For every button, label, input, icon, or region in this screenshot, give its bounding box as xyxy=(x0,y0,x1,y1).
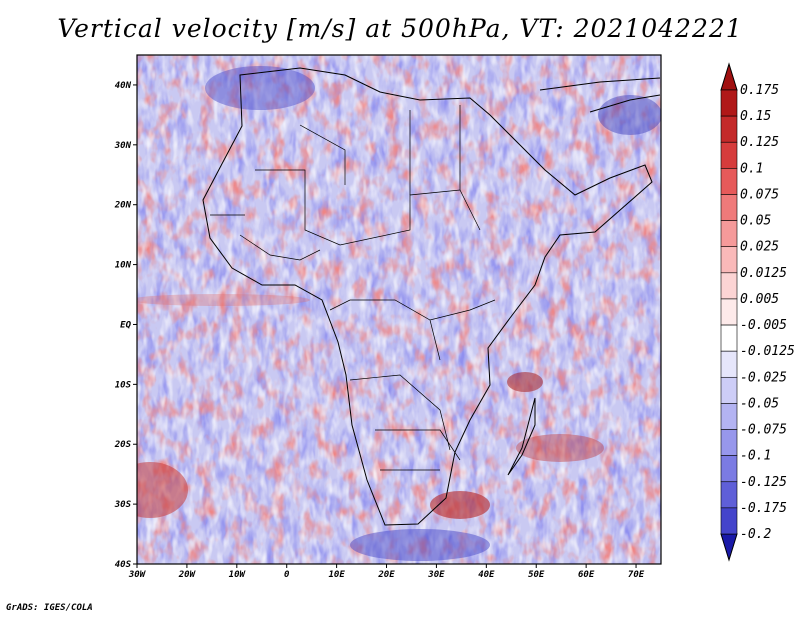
y-tick-label: 40N xyxy=(115,81,132,91)
map-frame xyxy=(136,54,662,565)
colorbar-swatch xyxy=(720,168,738,195)
country-borders xyxy=(210,105,496,471)
grads-credit: GrADS: IGES/COLA xyxy=(6,603,93,613)
colorbar-swatch xyxy=(720,141,738,169)
colorbar-swatch xyxy=(720,376,738,404)
colorbar-swatch xyxy=(720,89,738,117)
descent-south xyxy=(350,529,490,561)
ascent-band-madagascar xyxy=(516,434,604,462)
x-axis-ticks: 30W 20W 10W 0 10E 20E 30E 40E 50E 60E 70E xyxy=(128,564,645,580)
x-tick-label: 70E xyxy=(628,570,645,580)
colorbar-label: -0.075 xyxy=(740,423,787,438)
colorbar-swatch xyxy=(720,220,738,248)
colorbar-label: 0.15 xyxy=(740,109,771,124)
strong-ascent-south-africa xyxy=(430,491,490,519)
x-tick-label: 60E xyxy=(578,570,595,580)
colorbar-label: 0.05 xyxy=(740,214,771,229)
colorbar-swatch xyxy=(720,115,738,143)
colorbar-swatch xyxy=(720,350,738,378)
y-axis-ticks: 40N 30N 20N 10N EQ 10S 20S 30S 40S xyxy=(114,81,137,570)
x-tick-label: 50E xyxy=(528,570,545,580)
y-tick-label: 40S xyxy=(115,560,132,570)
colorbar-swatch xyxy=(720,455,738,483)
colorbar-swatch xyxy=(720,194,738,221)
y-tick-label: 10N xyxy=(115,261,132,271)
strong-ascent-sw xyxy=(137,462,188,518)
colorbar-bottom-arrow xyxy=(720,533,738,562)
colorbar-label: 0.005 xyxy=(740,292,779,307)
chart-title: Vertical velocity [m/s] at 500hPa, VT: 2… xyxy=(57,14,743,43)
colorbar-swatch xyxy=(720,324,738,352)
colorbar-swatch xyxy=(720,429,738,456)
descent-north-africa xyxy=(205,66,315,110)
x-tick-label: 20W xyxy=(178,570,197,580)
ascent-cell-mozambique xyxy=(507,372,543,392)
colorbar-label: -0.05 xyxy=(740,396,779,411)
vertical-velocity-field xyxy=(137,55,661,564)
colorbar-label: -0.0125 xyxy=(740,344,795,359)
colorbar-label: -0.1 xyxy=(740,449,771,464)
colorbar: 0.175 0.15 0.125 0.1 0.075 0.05 0.025 0.0125 0.0… xyxy=(720,62,795,562)
colorbar-swatch xyxy=(720,507,738,535)
y-tick-label: 20N xyxy=(114,201,132,211)
x-tick-label: 30E xyxy=(427,570,445,580)
colorbar-label: 0.075 xyxy=(740,187,779,202)
y-tick-label: 10S xyxy=(115,380,132,390)
x-tick-label: 0 xyxy=(284,570,290,580)
colorbar-label: -0.005 xyxy=(740,318,787,333)
y-tick-label: 30N xyxy=(114,141,132,151)
colorbar-label: 0.1 xyxy=(740,161,763,176)
x-tick-label: 30W xyxy=(128,570,147,580)
colorbar-swatch xyxy=(720,272,738,300)
x-tick-label: 10E xyxy=(328,570,345,580)
x-tick-label: 20E xyxy=(377,570,395,580)
colorbar-swatch xyxy=(720,481,738,509)
y-tick-label: 30S xyxy=(114,500,132,510)
colorbar-label: -0.025 xyxy=(740,370,787,385)
colorbar-label: 0.0125 xyxy=(740,266,787,281)
coastlines xyxy=(202,67,661,526)
colorbar-label: 0.125 xyxy=(740,135,779,150)
colorbar-label: -0.175 xyxy=(740,501,787,516)
colorbar-label: -0.2 xyxy=(740,527,771,542)
colorbar-label: -0.125 xyxy=(740,475,787,490)
itcz-band xyxy=(137,294,310,306)
colorbar-swatch xyxy=(720,246,738,274)
x-tick-label: 40E xyxy=(478,570,495,580)
y-tick-label: 20S xyxy=(114,440,132,450)
colorbar-label: 0.175 xyxy=(740,83,779,98)
y-tick-label: EQ xyxy=(120,320,131,330)
colorbar-swatch xyxy=(720,298,738,326)
x-tick-label: 10W xyxy=(229,570,247,580)
colorbar-top-arrow xyxy=(720,62,738,91)
colorbar-swatch xyxy=(720,403,738,430)
descent-northeast xyxy=(598,95,661,135)
colorbar-label: 0.025 xyxy=(740,240,779,255)
